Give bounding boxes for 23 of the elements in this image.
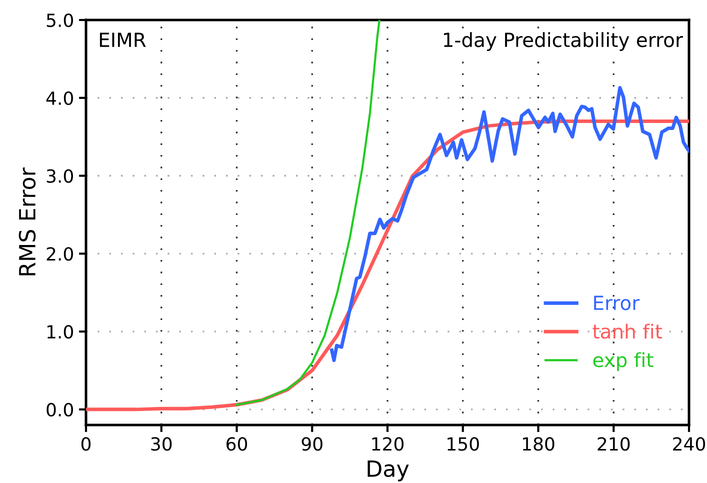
x-tick-label: 150 xyxy=(448,437,479,451)
x-tick-label: 60 xyxy=(226,437,248,451)
annotation: 1-day Predictability error xyxy=(444,32,683,51)
y-tick-label: 5.0 xyxy=(46,13,73,28)
y-tick-label: 4.0 xyxy=(46,91,73,105)
x-tick-label: 90 xyxy=(302,437,322,451)
x-tick-label: 210 xyxy=(598,437,630,451)
x-tick-label: 120 xyxy=(372,437,404,451)
legend-label: Error xyxy=(594,296,640,310)
annotation: EIMR xyxy=(100,32,146,47)
y-tick-label: 1.0 xyxy=(47,325,73,339)
x-tick-label: 180 xyxy=(523,437,554,451)
x-tick-label: 0 xyxy=(81,437,91,451)
legend-label: tanh fit xyxy=(592,324,662,339)
x-axis-title: Day xyxy=(368,460,409,482)
y-tick-label: 2.0 xyxy=(46,247,73,261)
legend-label: exp fit xyxy=(593,352,654,372)
y-tick-label: 0.0 xyxy=(46,402,73,417)
line-series xyxy=(236,20,381,406)
x-tick-label: 240 xyxy=(673,437,706,451)
y-tick-label: 3.0 xyxy=(46,169,73,183)
y-axis-title: RMS Error xyxy=(18,168,36,276)
x-tick-label: 30 xyxy=(151,437,172,451)
